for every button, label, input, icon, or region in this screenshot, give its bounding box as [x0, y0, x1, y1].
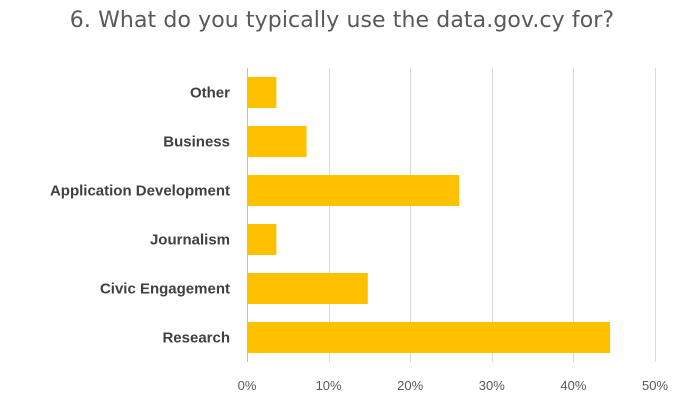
bar-civic-engagement	[248, 273, 368, 304]
x-tick-label: 10%	[316, 378, 342, 393]
category-label: Civic Engagement	[100, 281, 230, 298]
x-tick-label: 40%	[560, 378, 586, 393]
bar-research	[248, 322, 611, 353]
x-tick-label: 50%	[642, 378, 668, 393]
bar-other	[248, 77, 277, 108]
x-tick-label: 0%	[238, 378, 257, 393]
bar-application-development	[248, 175, 460, 206]
category-label: Application Development	[50, 183, 230, 200]
bar-business	[248, 126, 307, 157]
gridlines	[247, 68, 656, 362]
x-tick-label: 20%	[397, 378, 423, 393]
category-labels: Other Business Application Development Jour…	[50, 85, 230, 347]
category-label: Business	[163, 134, 230, 151]
x-tick-labels: 0% 10% 20% 30% 40% 50%	[238, 378, 669, 393]
bar-journalism	[248, 224, 277, 255]
category-label: Other	[190, 85, 230, 102]
category-label: Journalism	[150, 232, 230, 249]
chart-title: 6. What do you typically use the data.go…	[69, 8, 615, 33]
category-label: Research	[162, 330, 230, 347]
x-tick-label: 30%	[479, 378, 505, 393]
bars	[248, 77, 611, 353]
